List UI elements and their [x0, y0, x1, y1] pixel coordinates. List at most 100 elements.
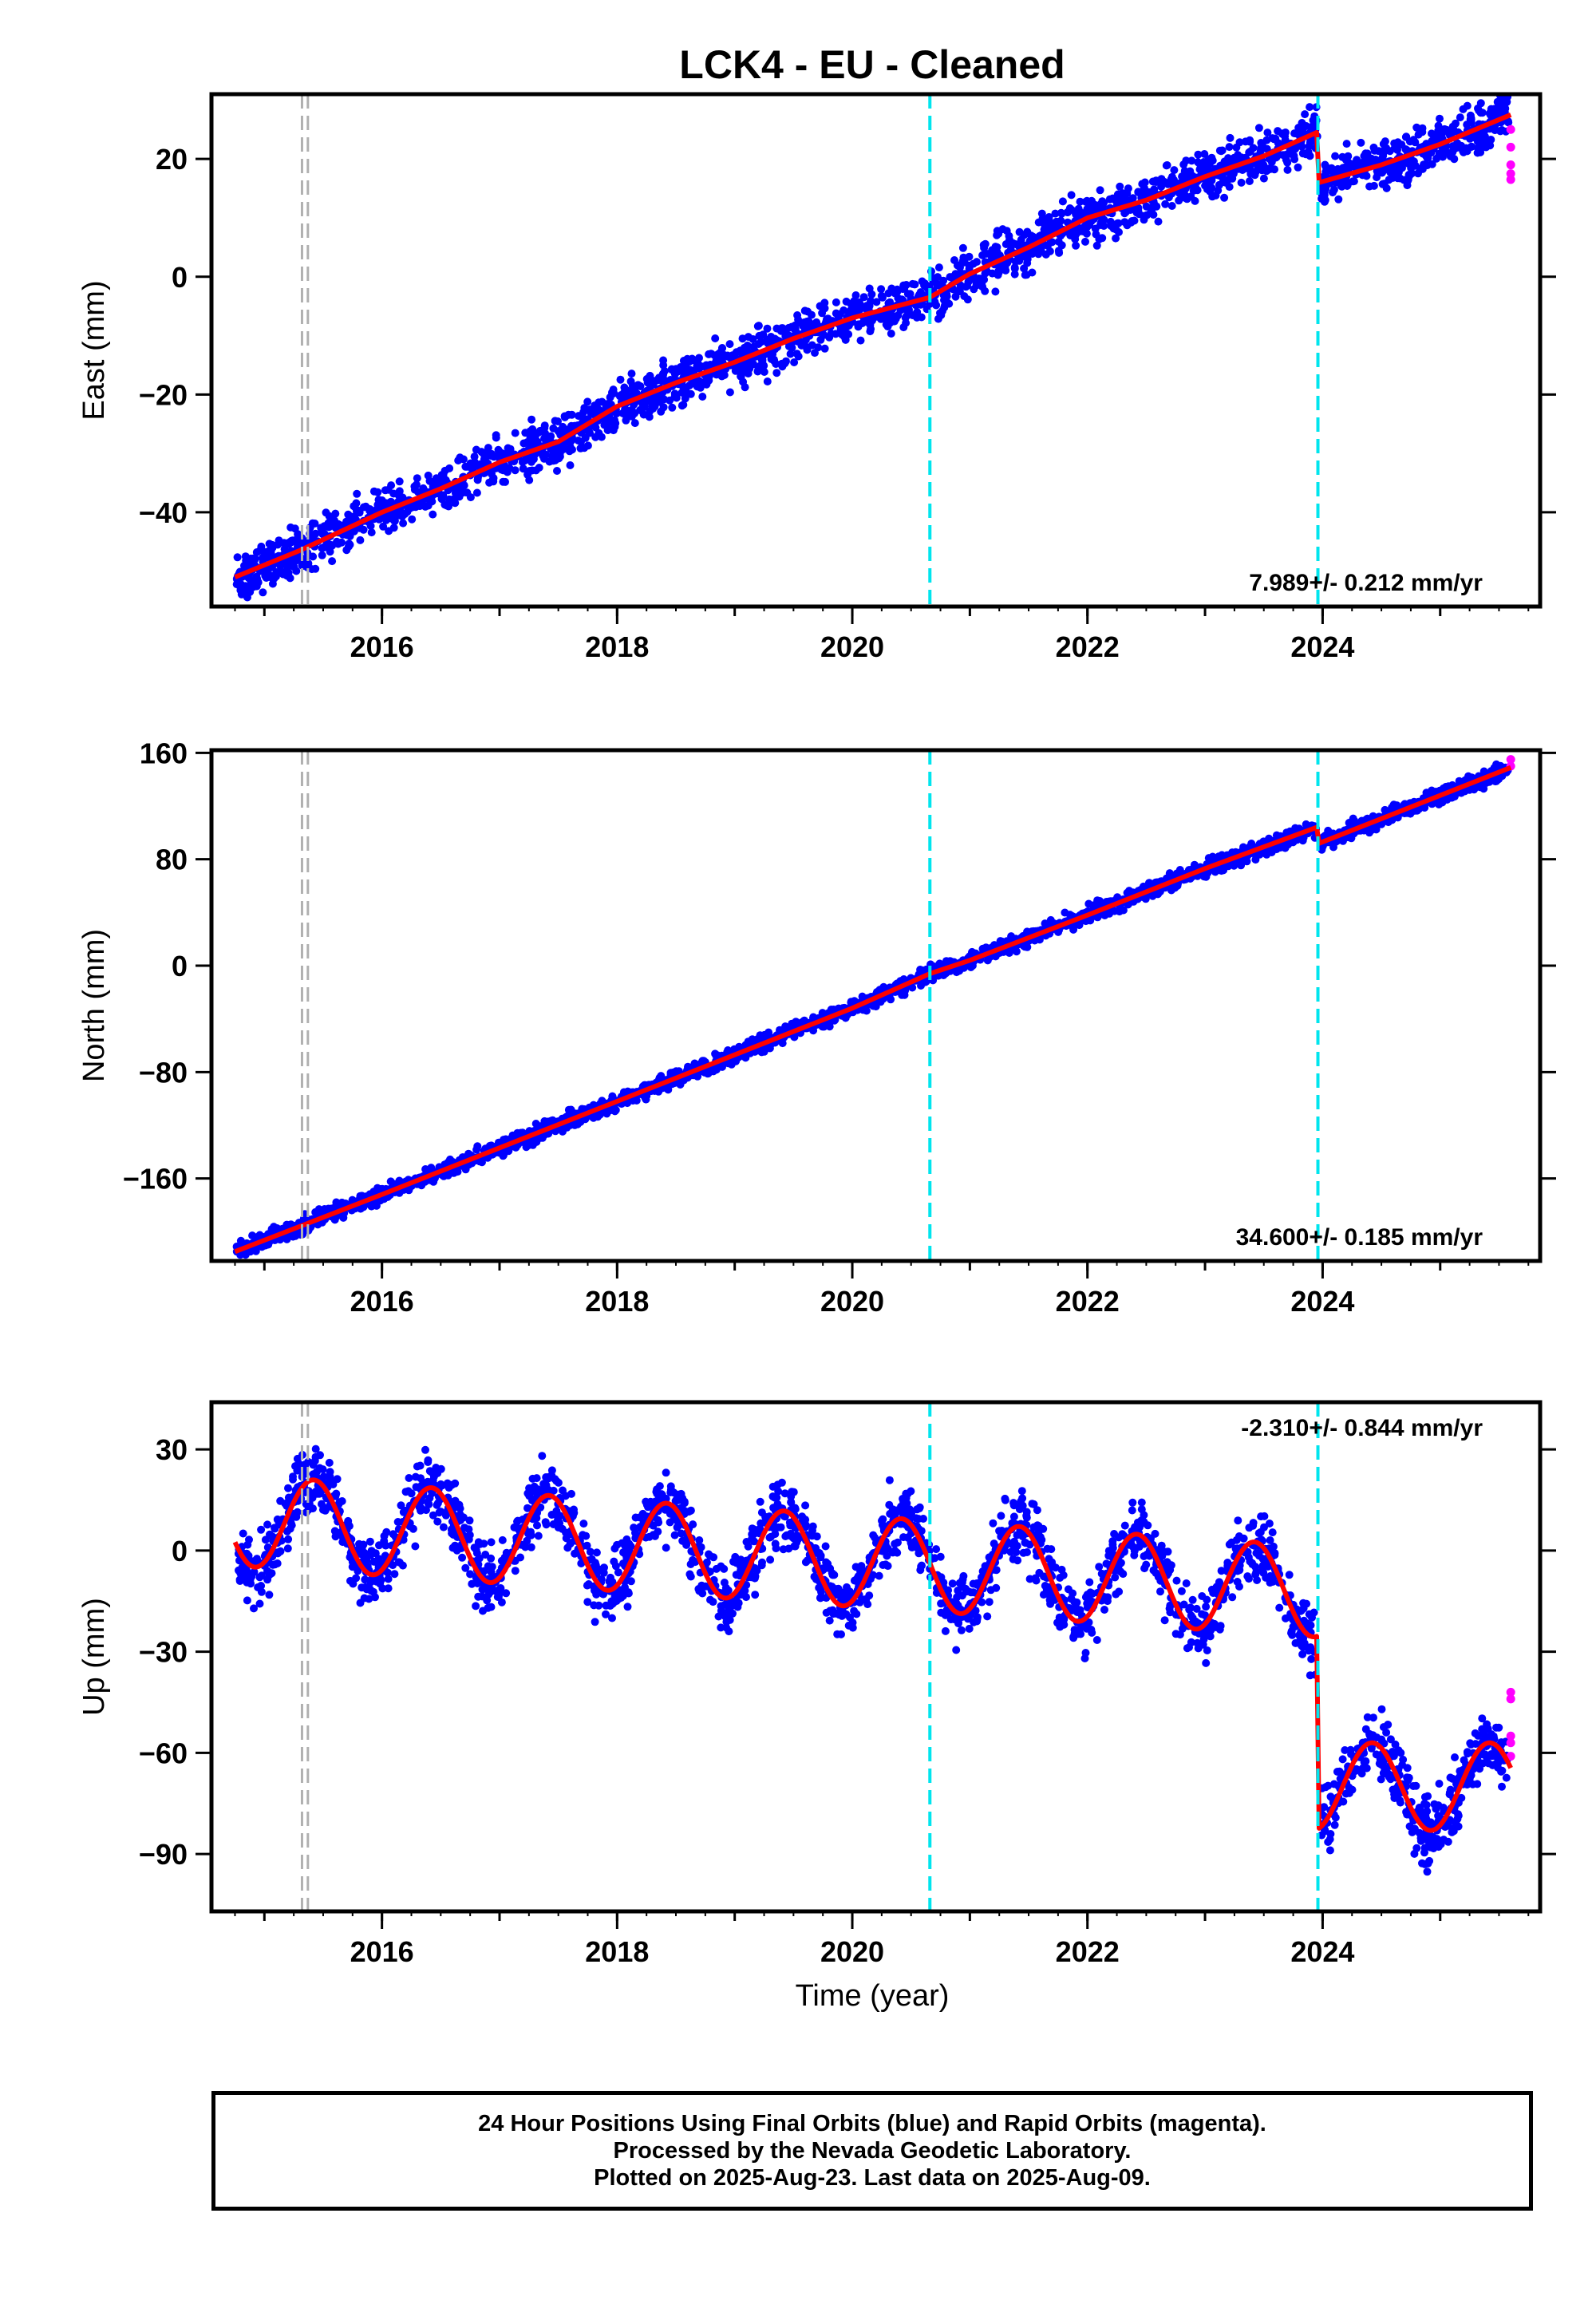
east-final-point — [655, 397, 664, 406]
east-final-point — [1414, 169, 1422, 178]
east-final-point — [549, 446, 558, 454]
north-y-tick-label: 80 — [156, 844, 188, 876]
east-final-point — [1072, 241, 1080, 250]
north-x-tick-label: 2024 — [1290, 1285, 1354, 1318]
east-final-point — [606, 393, 614, 401]
east-final-point — [609, 385, 618, 394]
east-final-point — [834, 310, 843, 319]
east-final-point — [373, 500, 382, 509]
east-final-point — [859, 293, 868, 302]
east-final-point — [591, 423, 600, 432]
east-final-point — [580, 404, 589, 413]
north-final-point — [1485, 777, 1494, 786]
east-final-point — [1180, 174, 1189, 183]
east-final-point — [317, 524, 326, 532]
north-final-points — [232, 760, 1513, 1259]
east-final-point — [797, 341, 806, 350]
east-final-point — [1352, 160, 1361, 168]
east-final-point — [1057, 209, 1066, 218]
east-final-point — [979, 241, 988, 249]
east-final-point — [591, 433, 600, 441]
east-final-point — [252, 548, 261, 556]
east-final-point — [1499, 95, 1508, 104]
east-final-point — [1290, 129, 1299, 138]
east-final-point — [861, 316, 870, 325]
east-final-point — [930, 298, 939, 306]
east-final-point — [1423, 161, 1432, 170]
north-final-point — [1272, 831, 1281, 840]
east-final-point — [891, 287, 900, 295]
north-final-point — [602, 1109, 611, 1118]
east-final-point — [1298, 119, 1306, 127]
east-final-point — [535, 464, 543, 472]
north-final-point — [1265, 834, 1274, 843]
north-final-point — [258, 1243, 267, 1251]
east-final-point — [555, 428, 563, 436]
east-final-point — [373, 488, 382, 496]
east-final-point — [725, 340, 734, 349]
east-final-point — [1217, 161, 1225, 170]
east-final-point — [583, 441, 592, 450]
east-final-point — [963, 282, 971, 290]
north-final-point — [1479, 785, 1488, 793]
east-rapid-point — [1506, 124, 1515, 134]
east-rapid-point — [1506, 142, 1515, 152]
east-final-point — [1158, 178, 1167, 187]
north-final-point — [1349, 814, 1357, 823]
east-final-point — [622, 389, 630, 397]
east-final-point — [399, 519, 408, 528]
east-final-point — [1245, 177, 1254, 185]
east-final-point — [1283, 165, 1292, 174]
east-final-point — [621, 410, 630, 419]
east-final-point — [598, 397, 606, 406]
east-final-point — [519, 464, 527, 473]
east-final-point — [440, 500, 449, 509]
east-y-tick-label: 0 — [172, 261, 188, 294]
east-final-point — [1473, 148, 1482, 157]
east-final-point — [936, 309, 944, 318]
north-rapid-point — [1506, 755, 1515, 765]
east-final-point — [1249, 144, 1258, 152]
east-final-point — [786, 350, 795, 358]
east-final-point — [395, 487, 404, 496]
east-final-point — [645, 413, 654, 421]
east-final-point — [1412, 123, 1421, 132]
north-y-axis-label: North (mm) — [77, 929, 111, 1082]
east-final-point — [1001, 240, 1010, 248]
north-final-point — [712, 1051, 721, 1060]
north-final-point — [285, 1221, 294, 1229]
east-final-point — [488, 449, 496, 458]
east-final-point — [732, 348, 741, 357]
east-final-point — [529, 455, 538, 464]
north-x-tick-label: 2018 — [585, 1285, 649, 1318]
east-final-point — [1467, 118, 1476, 127]
east-final-point — [717, 372, 726, 381]
east-final-point — [1207, 153, 1216, 162]
east-final-point — [877, 291, 886, 300]
east-final-point — [1448, 122, 1457, 131]
north-final-point — [1291, 824, 1300, 832]
east-final-point — [1148, 177, 1157, 186]
east-final-point — [839, 306, 848, 314]
north-final-point — [1381, 805, 1389, 814]
east-final-point — [749, 360, 758, 369]
east-final-point — [1220, 193, 1229, 202]
east-final-point — [965, 252, 974, 261]
east-final-point — [342, 546, 351, 555]
up-final-point — [1234, 1516, 1242, 1525]
east-x-tick-label: 2022 — [1056, 630, 1120, 663]
east-final-point — [698, 393, 707, 401]
east-final-point — [772, 369, 781, 377]
east-final-point — [772, 360, 780, 368]
east-final-point — [1054, 237, 1063, 246]
east-final-point — [1025, 249, 1034, 258]
east-final-point — [1309, 116, 1317, 124]
east-final-point — [980, 275, 989, 284]
east-final-point — [410, 485, 419, 494]
east-final-point — [286, 523, 295, 532]
east-final-point — [1128, 194, 1137, 203]
east-final-point — [445, 464, 454, 472]
east-final-point — [493, 451, 502, 460]
east-final-point — [685, 381, 693, 389]
east-final-point — [247, 554, 255, 563]
